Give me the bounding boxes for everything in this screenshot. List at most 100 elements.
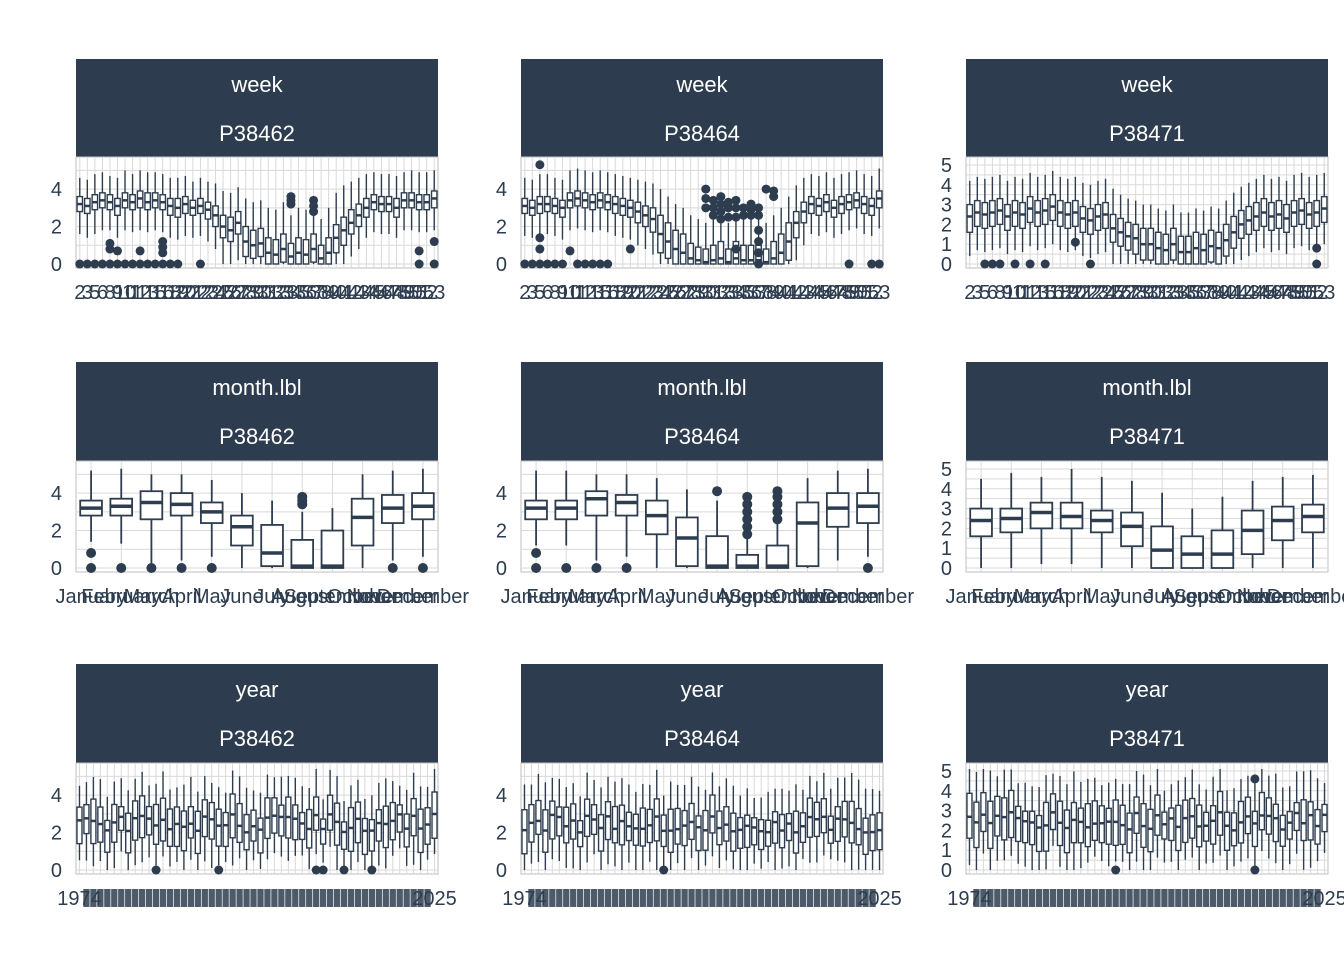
box-iqr: [549, 800, 556, 840]
outlier-point: [414, 259, 424, 269]
box-11: [1301, 474, 1325, 568]
outlier-point: [731, 195, 741, 205]
box-1: [83, 782, 90, 861]
x-tick-label-mark: [145, 889, 153, 907]
x-tick-label-mark: [285, 889, 292, 907]
box-iqr: [980, 791, 987, 833]
box-46: [423, 172, 431, 233]
x-tick-label: 31: [702, 282, 724, 304]
box-15: [1070, 771, 1078, 870]
x-tick-label-mark: [1035, 889, 1043, 907]
x-tick-label: March: [124, 586, 180, 608]
box-40: [1244, 775, 1252, 859]
box-iqr: [410, 797, 417, 837]
box-15: [634, 179, 642, 246]
box-iqr: [576, 820, 584, 848]
x-tick-label: 16: [1042, 282, 1064, 304]
box-47: [1293, 771, 1300, 854]
outlier-point: [591, 563, 602, 573]
box-43: [400, 172, 408, 231]
box-iqr: [762, 248, 770, 265]
box-37: [778, 788, 786, 869]
box-iqr: [1258, 791, 1266, 831]
x-tick-label: 3: [972, 282, 983, 304]
box-18: [1102, 178, 1109, 253]
box-iqr: [292, 804, 299, 841]
x-tick-label-mark: [980, 889, 987, 907]
outlier-point: [309, 195, 319, 205]
x-tick-label-mark: [1210, 889, 1217, 907]
box-1: [554, 470, 579, 546]
outlier-point: [1010, 259, 1020, 269]
box-iqr: [317, 244, 325, 265]
outlier-point: [75, 259, 85, 269]
x-tick-label-mark: [1029, 889, 1036, 907]
box-13: [1064, 178, 1072, 253]
box-35: [340, 185, 348, 264]
x-tick-label: November: [1237, 586, 1330, 608]
x-tick-label: 23: [642, 282, 664, 304]
x-tick-label: 16: [597, 282, 619, 304]
box-49: [862, 788, 869, 870]
box-37: [1223, 790, 1231, 870]
outlier-point: [128, 259, 138, 269]
x-tick-label-mark: [1161, 889, 1168, 907]
box-23: [1126, 784, 1133, 870]
x-tick-label: 23: [1087, 282, 1109, 304]
x-tick-label: 19: [612, 282, 634, 304]
box-iqr: [257, 817, 264, 854]
outlier-point: [874, 259, 884, 269]
x-tick-label-mark: [604, 889, 612, 907]
box-45: [860, 174, 868, 235]
box-18: [1091, 777, 1098, 857]
box-34: [757, 797, 765, 869]
x-tick-label: 33: [272, 282, 294, 304]
box-27: [1169, 204, 1177, 264]
x-tick-label-mark: [1300, 889, 1307, 907]
x-tick-label: 2: [964, 282, 975, 304]
x-tick-label: August: [271, 586, 334, 608]
y-tick-label: 2: [496, 217, 507, 239]
x-tick-label-mark: [215, 889, 222, 907]
box-16: [632, 791, 640, 870]
x-tick-label-mark: [1279, 889, 1286, 907]
box-13: [174, 177, 182, 240]
x-tick-label: 11: [1012, 282, 1033, 304]
box-11: [856, 468, 880, 557]
box-47: [1320, 172, 1328, 245]
x-tick-label: 21: [1072, 282, 1094, 304]
outlier-point: [105, 259, 115, 269]
outlier-point: [112, 246, 122, 256]
x-tick-label: 52: [861, 282, 883, 304]
box-8: [320, 508, 345, 569]
box-45: [389, 781, 396, 856]
x-tick-label-mark: [792, 889, 800, 907]
box-iqr: [1008, 789, 1015, 839]
box-10: [590, 780, 598, 855]
box-iqr: [855, 807, 862, 846]
x-tick-label: 42: [785, 282, 807, 304]
box-8: [576, 796, 584, 870]
box-iqr: [187, 806, 195, 839]
outlier-point: [112, 259, 122, 269]
x-tick-label-mark: [250, 889, 257, 907]
box-27: [279, 202, 287, 264]
outlier-point: [387, 563, 398, 573]
x-tick-label: 20: [174, 282, 196, 304]
outlier-point: [158, 237, 168, 247]
x-tick-label: 24: [649, 282, 671, 304]
outlier-point: [214, 865, 224, 875]
box-iqr: [299, 811, 306, 841]
x-tick-label-mark: [799, 889, 807, 907]
x-tick-label: 45: [808, 282, 830, 304]
box-7: [129, 174, 136, 233]
x-tick-label: October: [327, 586, 398, 608]
x-tick-label: 35: [287, 282, 309, 304]
x-tick-label-mark: [396, 889, 403, 907]
x-tick-label: 13: [137, 282, 159, 304]
box-7: [1180, 508, 1205, 569]
x-tick-label: February: [81, 586, 161, 608]
x-tick-label-mark: [570, 889, 577, 907]
box-47: [875, 168, 883, 229]
box-26: [1162, 210, 1170, 265]
